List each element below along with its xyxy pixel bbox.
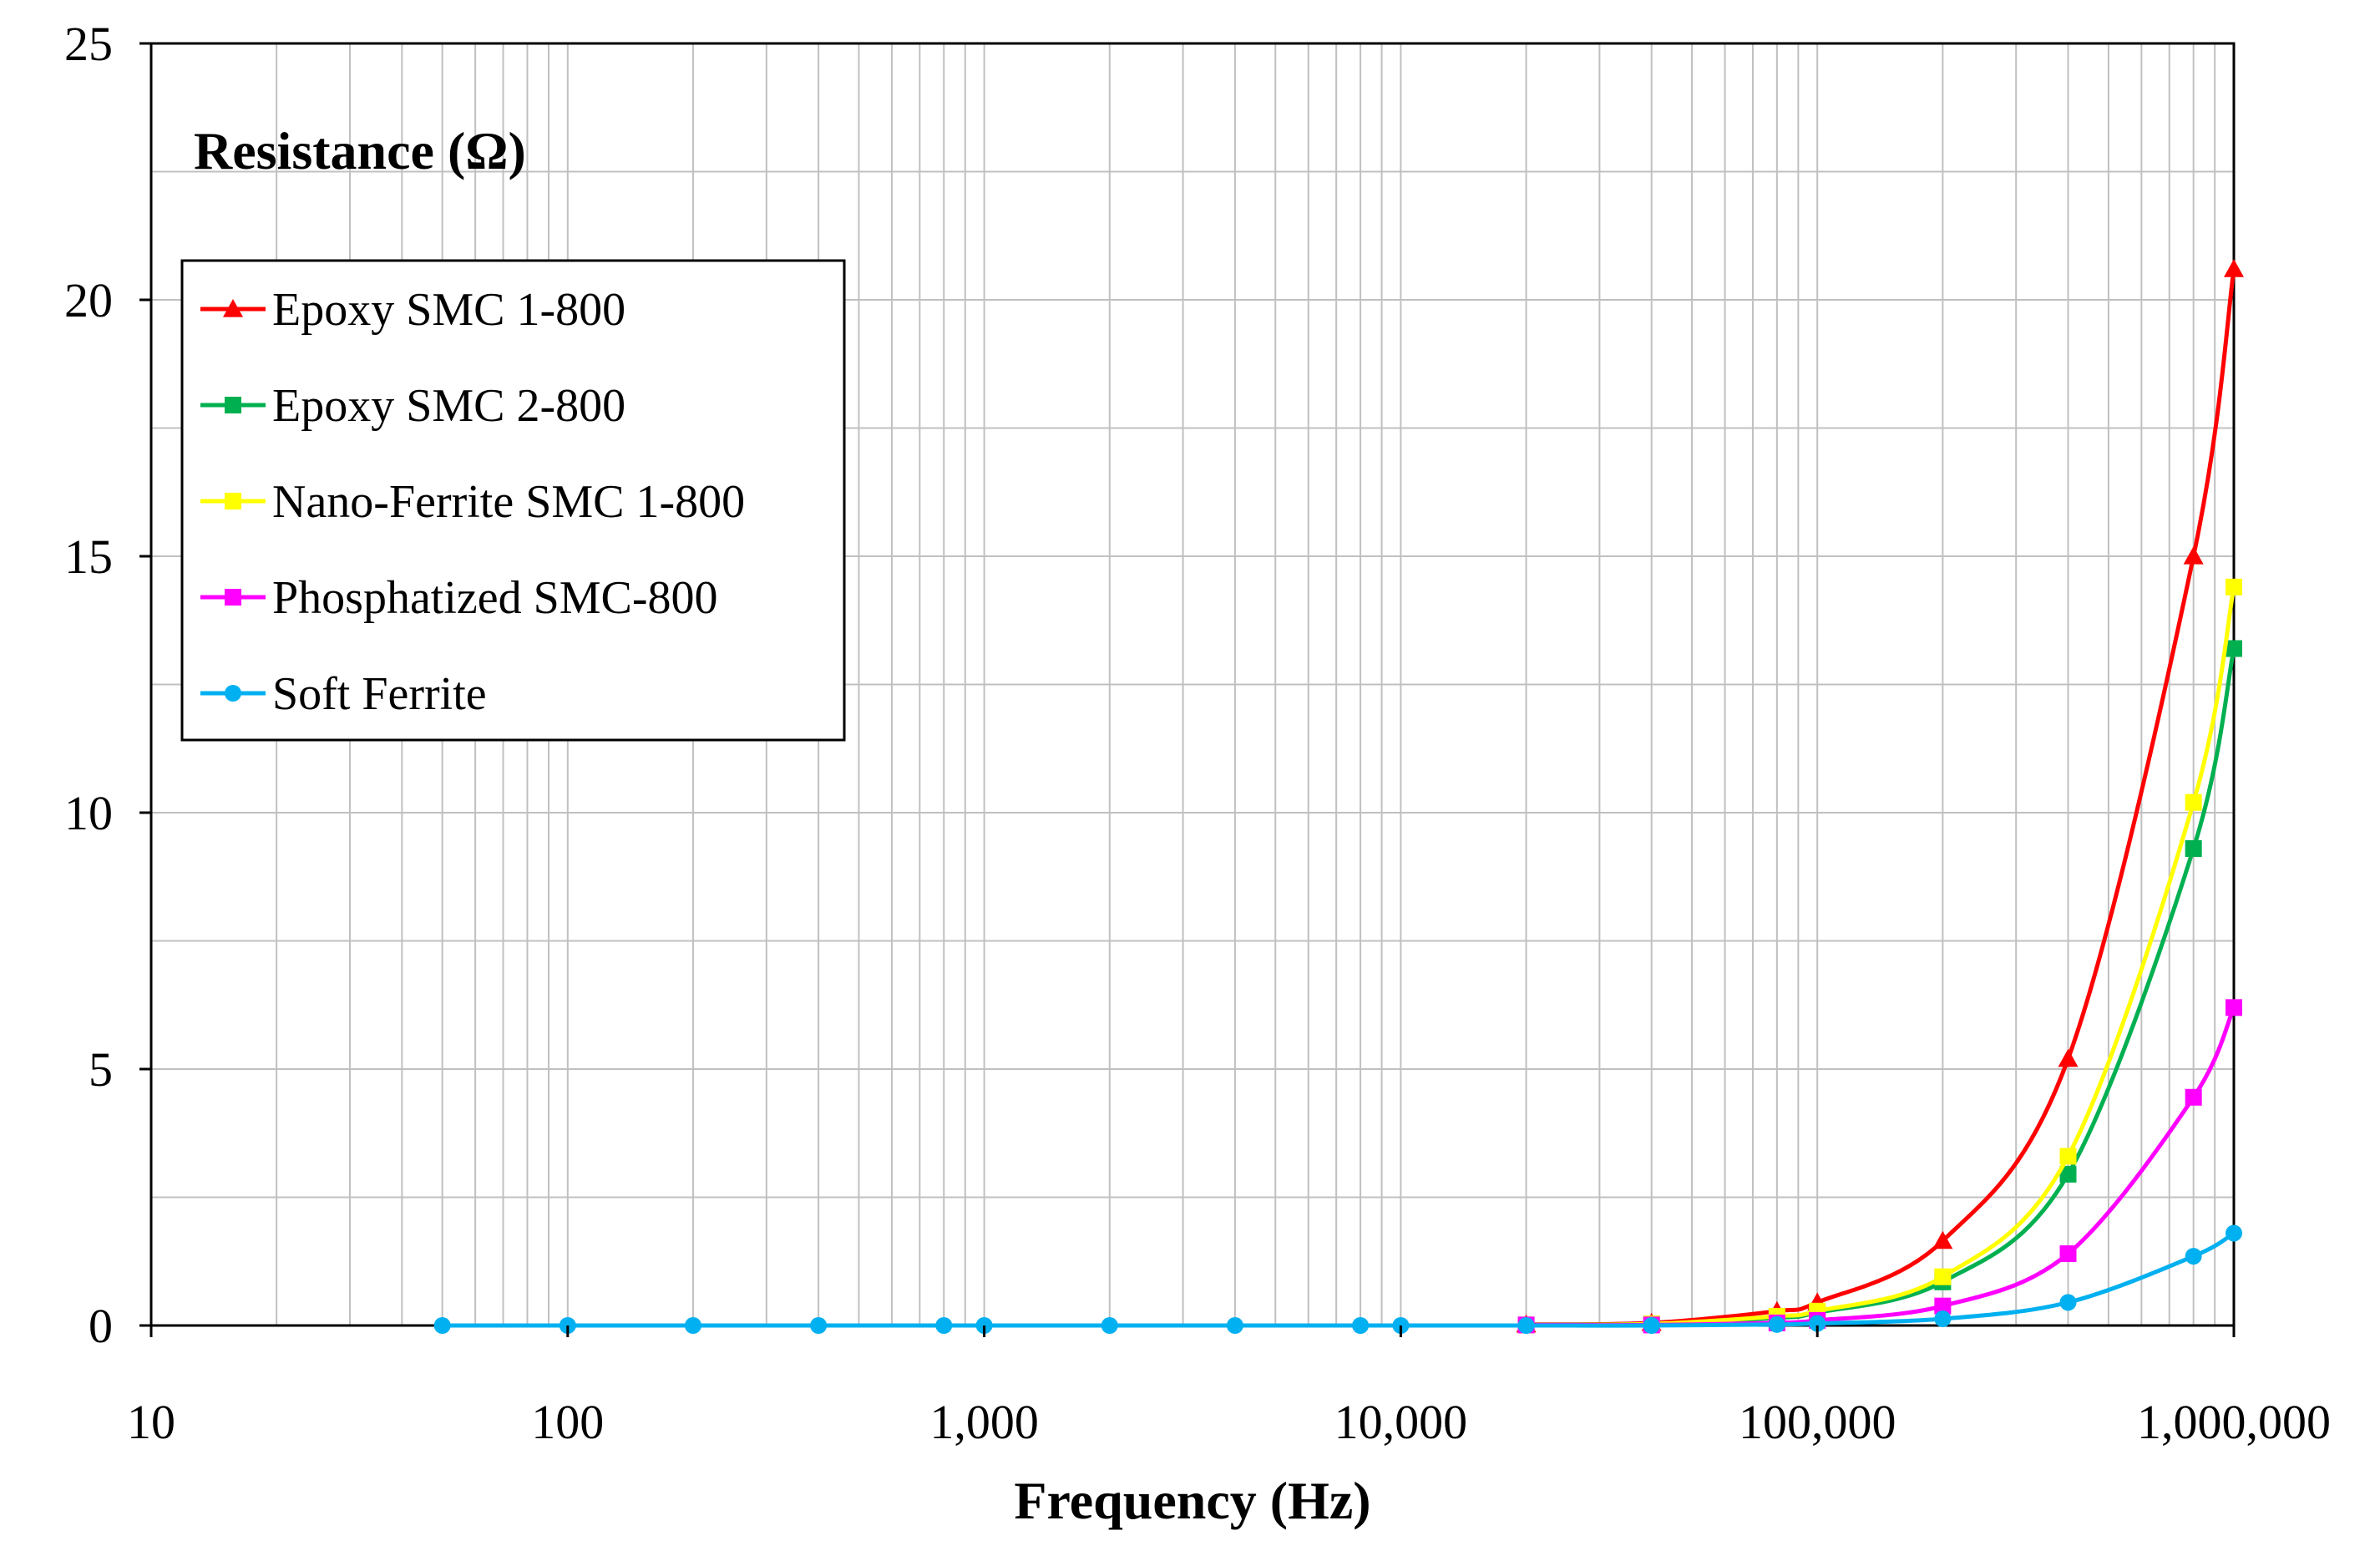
- data-point: [2226, 1224, 2242, 1242]
- series-3: [1517, 999, 2242, 1334]
- data-point: [1768, 1315, 1785, 1333]
- series-line: [442, 1231, 2236, 1328]
- series-line: [1526, 1006, 2236, 1328]
- data-point: [2059, 1294, 2077, 1311]
- legend: Epoxy SMC 1-800 Epoxy SMC 2-800 Nano-Ferri…: [180, 259, 846, 742]
- legend-box: [180, 259, 846, 742]
- legend-label: Epoxy SMC 2-800: [272, 380, 625, 432]
- legend-item: Epoxy SMC 2-800: [200, 380, 625, 432]
- legend-label: Phosphatized SMC-800: [272, 572, 718, 624]
- data-point: [1934, 1297, 1952, 1315]
- data-point: [1809, 1315, 1826, 1332]
- data-point: [1517, 1317, 1535, 1334]
- grid-lines: [151, 43, 2234, 1325]
- x-tick-label: 100: [531, 1395, 604, 1449]
- data-point: [1934, 1310, 1952, 1328]
- data-point: [1352, 1317, 1370, 1334]
- data-point: [684, 1317, 701, 1334]
- legend-swatch-marker: [225, 589, 241, 606]
- series-4: [433, 1224, 2242, 1334]
- legend-swatch-marker: [225, 397, 241, 413]
- data-point: [2059, 1165, 2077, 1183]
- data-point: [2183, 546, 2204, 565]
- y-tick-label: 15: [64, 530, 113, 584]
- y-tick-label: 5: [89, 1042, 113, 1097]
- y-tick-label: 10: [64, 786, 113, 840]
- data-point: [2058, 1048, 2079, 1067]
- y-tick-label: 0: [89, 1299, 113, 1353]
- axis-tick-labels: 10 100 1,000 10,000 100,000 1,000,000 0 5 10 15 20…: [64, 17, 2331, 1449]
- data-point: [1934, 1268, 1952, 1285]
- data-point: [2185, 793, 2202, 811]
- y-tick-label: 25: [64, 17, 113, 71]
- series-2: [1517, 578, 2242, 1334]
- data-point: [2226, 640, 2242, 657]
- data-point: [810, 1317, 828, 1334]
- data-point: [2185, 839, 2202, 857]
- legend-item: Nano-Ferrite SMC 1-800: [200, 476, 745, 528]
- data-point: [2059, 1245, 2077, 1263]
- y-axis-title: Resistance (Ω): [194, 121, 526, 180]
- legend-label: Nano-Ferrite SMC 1-800: [272, 476, 745, 528]
- x-tick-label: 100,000: [1739, 1395, 1896, 1449]
- legend-label: Epoxy SMC 1-800: [272, 284, 625, 336]
- data-point: [2226, 578, 2242, 596]
- y-tick-label: 20: [64, 273, 113, 327]
- data-point: [1932, 1230, 1953, 1249]
- legend-item: Epoxy SMC 1-800: [200, 284, 625, 336]
- x-tick-label: 1,000,000: [2137, 1395, 2331, 1449]
- data-point: [1226, 1317, 1243, 1334]
- data-point: [2224, 259, 2244, 277]
- x-tick-label: 10,000: [1334, 1395, 1468, 1449]
- series-line: [1526, 648, 2236, 1327]
- legend-swatch-marker: [225, 493, 241, 509]
- x-tick-label: 10: [127, 1395, 175, 1449]
- data-point: [2185, 1088, 2202, 1106]
- data-point: [935, 1317, 953, 1334]
- series-0: [1516, 259, 2244, 1333]
- legend-item: Soft Ferrite: [200, 668, 487, 720]
- x-tick-label: 1,000: [929, 1395, 1039, 1449]
- legend-item: Phosphatized SMC-800: [200, 572, 718, 624]
- data-point: [2059, 1148, 2077, 1165]
- legend-swatch-marker: [225, 685, 241, 702]
- data-point: [433, 1317, 451, 1334]
- data-point: [2185, 1248, 2202, 1265]
- data-point: [1101, 1317, 1118, 1334]
- legend-swatch-marker: [223, 299, 243, 317]
- x-axis-title: Frequency (Hz): [1014, 1471, 1370, 1530]
- data-point: [1643, 1317, 1660, 1334]
- data-point: [2226, 999, 2242, 1016]
- legend-label: Soft Ferrite: [272, 668, 487, 720]
- series-line: [1526, 586, 2236, 1327]
- series-layer: [433, 259, 2244, 1334]
